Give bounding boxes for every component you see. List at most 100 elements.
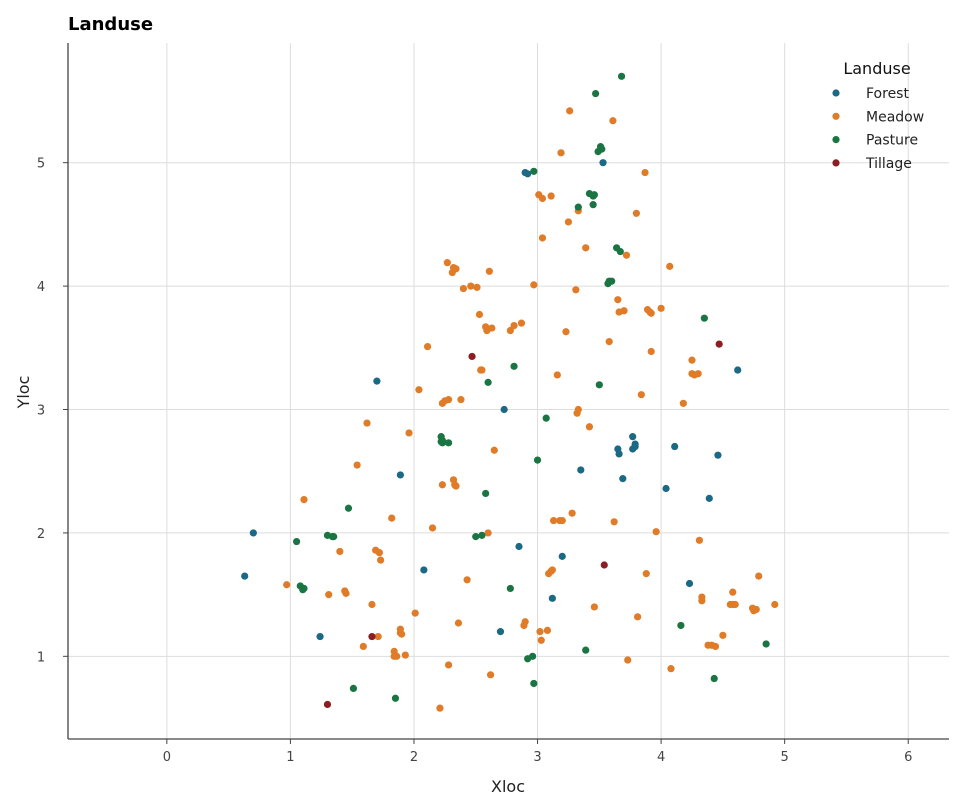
data-point-pasture bbox=[589, 201, 597, 209]
legend-item-meadow: Meadow bbox=[832, 109, 924, 125]
data-point-tillage bbox=[323, 700, 332, 709]
x-tick-label: 2 bbox=[410, 750, 418, 765]
data-point-meadow bbox=[353, 461, 361, 469]
data-point-forest bbox=[662, 484, 670, 493]
y-axis-title: Yloc bbox=[14, 376, 33, 410]
data-point-pasture bbox=[598, 145, 606, 153]
data-point-meadow bbox=[620, 307, 628, 315]
data-point-meadow bbox=[463, 576, 471, 584]
legend-label: Forest bbox=[866, 86, 909, 102]
data-point-meadow bbox=[557, 149, 565, 157]
data-point-pasture bbox=[592, 89, 600, 98]
data-point-meadow bbox=[637, 391, 645, 399]
legend-marker bbox=[832, 112, 840, 120]
data-point-forest bbox=[500, 405, 508, 414]
data-point-forest bbox=[734, 366, 742, 374]
data-point-meadow bbox=[393, 652, 401, 660]
data-point-meadow bbox=[558, 516, 566, 525]
data-point-pasture bbox=[762, 640, 770, 648]
data-point-meadow bbox=[485, 267, 493, 275]
data-point-meadow bbox=[752, 605, 760, 614]
data-point-pasture bbox=[533, 456, 542, 464]
data-point-meadow bbox=[731, 600, 739, 609]
data-point-meadow bbox=[484, 529, 492, 537]
y-tick-label: 5 bbox=[37, 157, 45, 172]
data-point-meadow bbox=[536, 628, 544, 636]
data-point-pasture bbox=[438, 436, 446, 444]
data-point-meadow bbox=[642, 570, 650, 578]
legend-item-forest: Forest bbox=[832, 86, 909, 102]
data-point-meadow bbox=[553, 371, 561, 379]
data-point-meadow bbox=[415, 386, 423, 394]
y-tick-label: 1 bbox=[37, 650, 45, 665]
data-point-meadow bbox=[359, 642, 367, 651]
data-point-meadow bbox=[537, 636, 545, 644]
data-point-meadow bbox=[443, 259, 451, 267]
data-point-pasture bbox=[608, 277, 616, 285]
data-point-meadow bbox=[719, 631, 727, 639]
data-point-meadow bbox=[506, 326, 514, 335]
data-point-meadow bbox=[605, 338, 613, 346]
data-point-pasture bbox=[542, 414, 550, 422]
data-point-meadow bbox=[363, 419, 371, 427]
data-point-pasture bbox=[710, 674, 718, 683]
data-point-forest bbox=[671, 442, 679, 451]
legend-item-pasture: Pasture bbox=[832, 133, 918, 149]
data-point-meadow bbox=[452, 482, 460, 490]
data-point-meadow bbox=[632, 209, 640, 217]
data-point-pasture bbox=[444, 439, 453, 447]
data-point-forest bbox=[705, 494, 713, 502]
data-point-meadow bbox=[694, 370, 702, 378]
data-point-meadow bbox=[388, 514, 396, 522]
data-point-meadow bbox=[475, 310, 484, 319]
data-point-meadow bbox=[711, 642, 720, 651]
data-point-meadow bbox=[568, 509, 576, 517]
x-tick-label: 6 bbox=[904, 750, 912, 765]
data-point-meadow bbox=[438, 481, 446, 489]
legend: Landuse Forest Meadow Pasture Tillage bbox=[832, 59, 924, 172]
data-point-meadow bbox=[548, 566, 556, 574]
data-point-meadow bbox=[342, 589, 350, 597]
data-point-tillage bbox=[468, 352, 476, 361]
data-point-meadow bbox=[698, 593, 706, 601]
data-point-meadow bbox=[538, 194, 547, 203]
data-point-meadow bbox=[574, 405, 582, 414]
data-point-pasture bbox=[617, 72, 626, 80]
data-point-forest bbox=[241, 572, 249, 580]
data-point-pasture bbox=[595, 381, 603, 389]
data-point-meadow bbox=[652, 528, 660, 536]
data-point-pasture bbox=[582, 646, 590, 654]
data-point-meadow bbox=[564, 218, 573, 226]
data-point-meadow bbox=[590, 603, 598, 611]
series-forest bbox=[241, 159, 742, 641]
data-point-pasture bbox=[528, 652, 537, 660]
legend-label: Meadow bbox=[866, 109, 924, 125]
data-point-meadow bbox=[454, 619, 463, 627]
data-point-pasture bbox=[574, 203, 582, 211]
data-point-pasture bbox=[506, 584, 514, 593]
data-point-meadow bbox=[459, 284, 467, 293]
data-point-meadow bbox=[401, 651, 409, 659]
legend-title: Landuse bbox=[843, 59, 910, 78]
data-point-meadow bbox=[614, 296, 622, 304]
data-point-pasture bbox=[472, 533, 480, 541]
data-point-meadow bbox=[490, 446, 498, 454]
data-point-pasture bbox=[530, 679, 538, 688]
series-tillage bbox=[323, 340, 723, 709]
data-point-meadow bbox=[325, 591, 333, 599]
data-points bbox=[241, 72, 779, 712]
data-point-meadow bbox=[486, 671, 495, 679]
data-point-forest bbox=[685, 579, 694, 588]
data-point-pasture bbox=[484, 378, 492, 386]
data-point-meadow bbox=[374, 632, 382, 641]
data-point-meadow bbox=[517, 319, 526, 327]
x-tick-label: 4 bbox=[657, 750, 665, 765]
data-point-meadow bbox=[411, 609, 419, 617]
grid-lines bbox=[68, 43, 949, 739]
data-point-meadow bbox=[428, 524, 437, 532]
data-point-meadow bbox=[755, 572, 763, 580]
data-point-forest bbox=[599, 159, 607, 167]
data-point-forest bbox=[577, 466, 585, 474]
